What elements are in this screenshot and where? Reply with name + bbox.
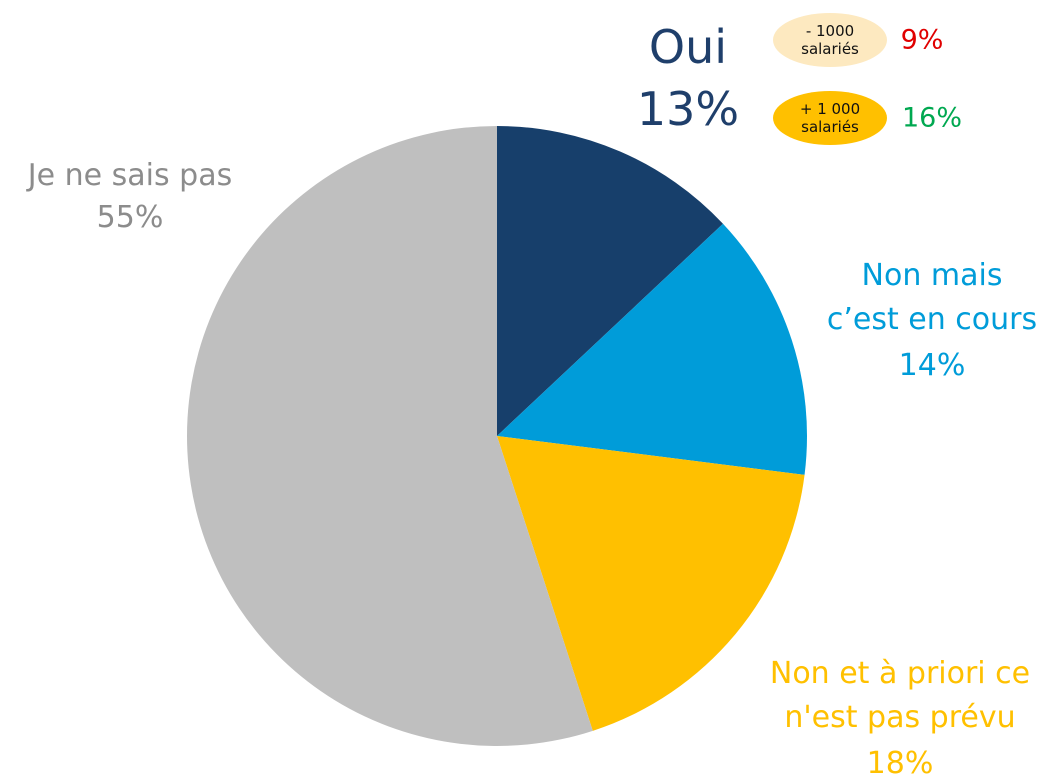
badge-bg: [773, 13, 887, 67]
slice-label: Non et à priori ce n'est pas prévu: [769, 656, 1031, 735]
badge-value: 9%: [900, 24, 944, 56]
slice-label: Non mais c’est en cours: [826, 258, 1038, 337]
badge-bg: [773, 91, 887, 145]
pie-slice: [497, 223, 808, 475]
slice-value: 18%: [866, 746, 934, 780]
badge-label: - 1000 salariés: [801, 22, 859, 58]
pie-slice: [187, 126, 593, 746]
slice-label: Oui: [648, 20, 728, 74]
pie-slice: [497, 436, 805, 731]
pie-slice: [497, 126, 723, 436]
slice-value: 55%: [96, 200, 164, 235]
badge-value: 16%: [901, 102, 963, 134]
badge-label: + 1 000 salariés: [799, 100, 861, 136]
slice-value: 14%: [898, 348, 966, 383]
slice-label: Je ne sais pas: [27, 158, 233, 193]
slice-value: 13%: [636, 82, 740, 136]
